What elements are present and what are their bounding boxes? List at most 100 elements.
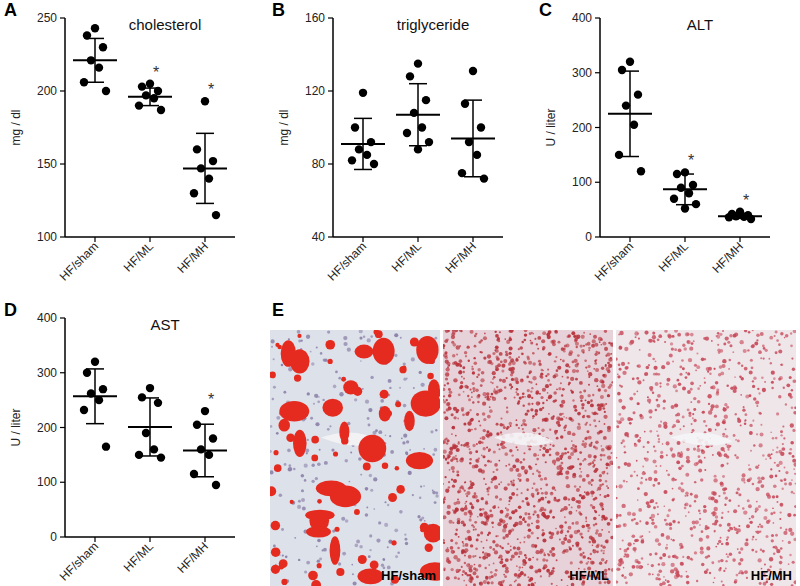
texture-dot bbox=[478, 440, 482, 444]
texture-dot bbox=[387, 546, 389, 548]
lipid-droplet bbox=[281, 579, 287, 585]
texture-dot bbox=[530, 390, 532, 392]
texture-dot bbox=[270, 470, 274, 474]
texture-dot bbox=[462, 543, 464, 545]
texture-dot bbox=[455, 529, 458, 532]
texture-dot bbox=[451, 550, 455, 554]
texture-dot bbox=[607, 522, 611, 526]
y-tick-label: 400 bbox=[37, 311, 57, 325]
data-point bbox=[197, 445, 205, 453]
texture-dot bbox=[564, 516, 566, 518]
texture-dot bbox=[562, 376, 564, 378]
texture-dot bbox=[509, 361, 512, 364]
texture-dot bbox=[378, 430, 382, 434]
texture-dot bbox=[445, 459, 447, 461]
texture-dot bbox=[445, 330, 449, 333]
texture-dot bbox=[528, 516, 532, 520]
image-background bbox=[616, 330, 796, 586]
texture-dot bbox=[461, 549, 465, 553]
texture-dot bbox=[601, 471, 605, 475]
texture-dot bbox=[558, 499, 560, 501]
texture-dot bbox=[550, 444, 552, 446]
texture-dot bbox=[315, 422, 319, 426]
y-tick bbox=[60, 536, 65, 537]
texture-dot bbox=[483, 478, 485, 480]
texture-dot bbox=[540, 373, 543, 376]
texture-dot bbox=[594, 343, 598, 347]
texture-dot bbox=[457, 498, 459, 500]
texture-dot bbox=[534, 582, 536, 584]
texture-dot bbox=[538, 474, 541, 477]
texture-dot bbox=[568, 383, 570, 385]
texture-dot bbox=[443, 542, 445, 544]
texture-dot bbox=[484, 464, 487, 467]
texture-dot bbox=[528, 584, 531, 586]
texture-dot bbox=[593, 524, 596, 527]
texture-dot bbox=[599, 562, 602, 565]
texture-dot bbox=[520, 461, 523, 464]
texture-dot bbox=[468, 398, 471, 401]
texture-dot bbox=[551, 569, 555, 573]
texture-dot bbox=[484, 333, 486, 335]
texture-dot bbox=[606, 467, 608, 469]
texture-dot bbox=[493, 450, 496, 453]
texture-dot bbox=[387, 504, 389, 506]
panel-letter: A bbox=[4, 0, 17, 20]
texture-dot bbox=[458, 393, 461, 396]
texture-dot bbox=[489, 409, 493, 413]
texture-dot bbox=[495, 543, 499, 547]
y-tick-label: 200 bbox=[37, 84, 57, 98]
texture-dot bbox=[454, 576, 457, 579]
texture-dot bbox=[548, 352, 551, 355]
texture-dot bbox=[520, 379, 524, 383]
texture-dot bbox=[506, 508, 509, 511]
texture-dot bbox=[500, 431, 502, 433]
texture-dot bbox=[276, 416, 280, 420]
lipid-droplet bbox=[402, 365, 406, 369]
texture-dot bbox=[550, 492, 554, 496]
texture-dot bbox=[443, 483, 444, 485]
texture-dot bbox=[530, 408, 533, 411]
texture-dot bbox=[421, 383, 425, 387]
texture-dot bbox=[590, 504, 593, 507]
data-point bbox=[80, 406, 88, 414]
texture-dot bbox=[537, 454, 539, 456]
texture-dot bbox=[390, 450, 394, 454]
texture-dot bbox=[471, 429, 473, 431]
texture-dot bbox=[288, 467, 292, 471]
y-axis bbox=[64, 18, 66, 237]
texture-dot bbox=[548, 413, 550, 415]
texture-dot bbox=[467, 429, 471, 433]
texture-dot bbox=[556, 457, 560, 461]
texture-dot bbox=[582, 440, 584, 442]
texture-dot bbox=[456, 448, 460, 452]
texture-dot bbox=[603, 552, 605, 554]
lipid-droplet bbox=[271, 547, 281, 557]
texture-dot bbox=[514, 573, 518, 577]
texture-dot bbox=[456, 353, 458, 355]
panel-letter: B bbox=[272, 0, 285, 20]
texture-dot bbox=[602, 545, 605, 548]
data-point bbox=[355, 145, 363, 153]
texture-dot bbox=[477, 401, 480, 404]
texture-dot bbox=[581, 403, 584, 406]
texture-dot bbox=[483, 580, 487, 584]
texture-dot bbox=[516, 494, 518, 496]
texture-dot bbox=[545, 497, 547, 499]
texture-dot bbox=[568, 504, 570, 506]
texture-dot bbox=[470, 480, 472, 482]
texture-dot bbox=[600, 544, 602, 546]
texture-dot bbox=[453, 479, 457, 483]
texture-dot bbox=[598, 514, 600, 516]
texture-dot bbox=[561, 400, 565, 404]
texture-dot bbox=[504, 397, 507, 400]
texture-dot bbox=[394, 528, 398, 532]
texture-dot bbox=[551, 583, 553, 585]
lipid-droplet bbox=[354, 509, 360, 515]
texture-dot bbox=[539, 550, 543, 554]
texture-dot bbox=[603, 415, 607, 419]
texture-dot bbox=[479, 513, 483, 517]
texture-dot bbox=[586, 415, 588, 417]
texture-dot bbox=[459, 370, 461, 372]
texture-dot bbox=[496, 423, 499, 426]
